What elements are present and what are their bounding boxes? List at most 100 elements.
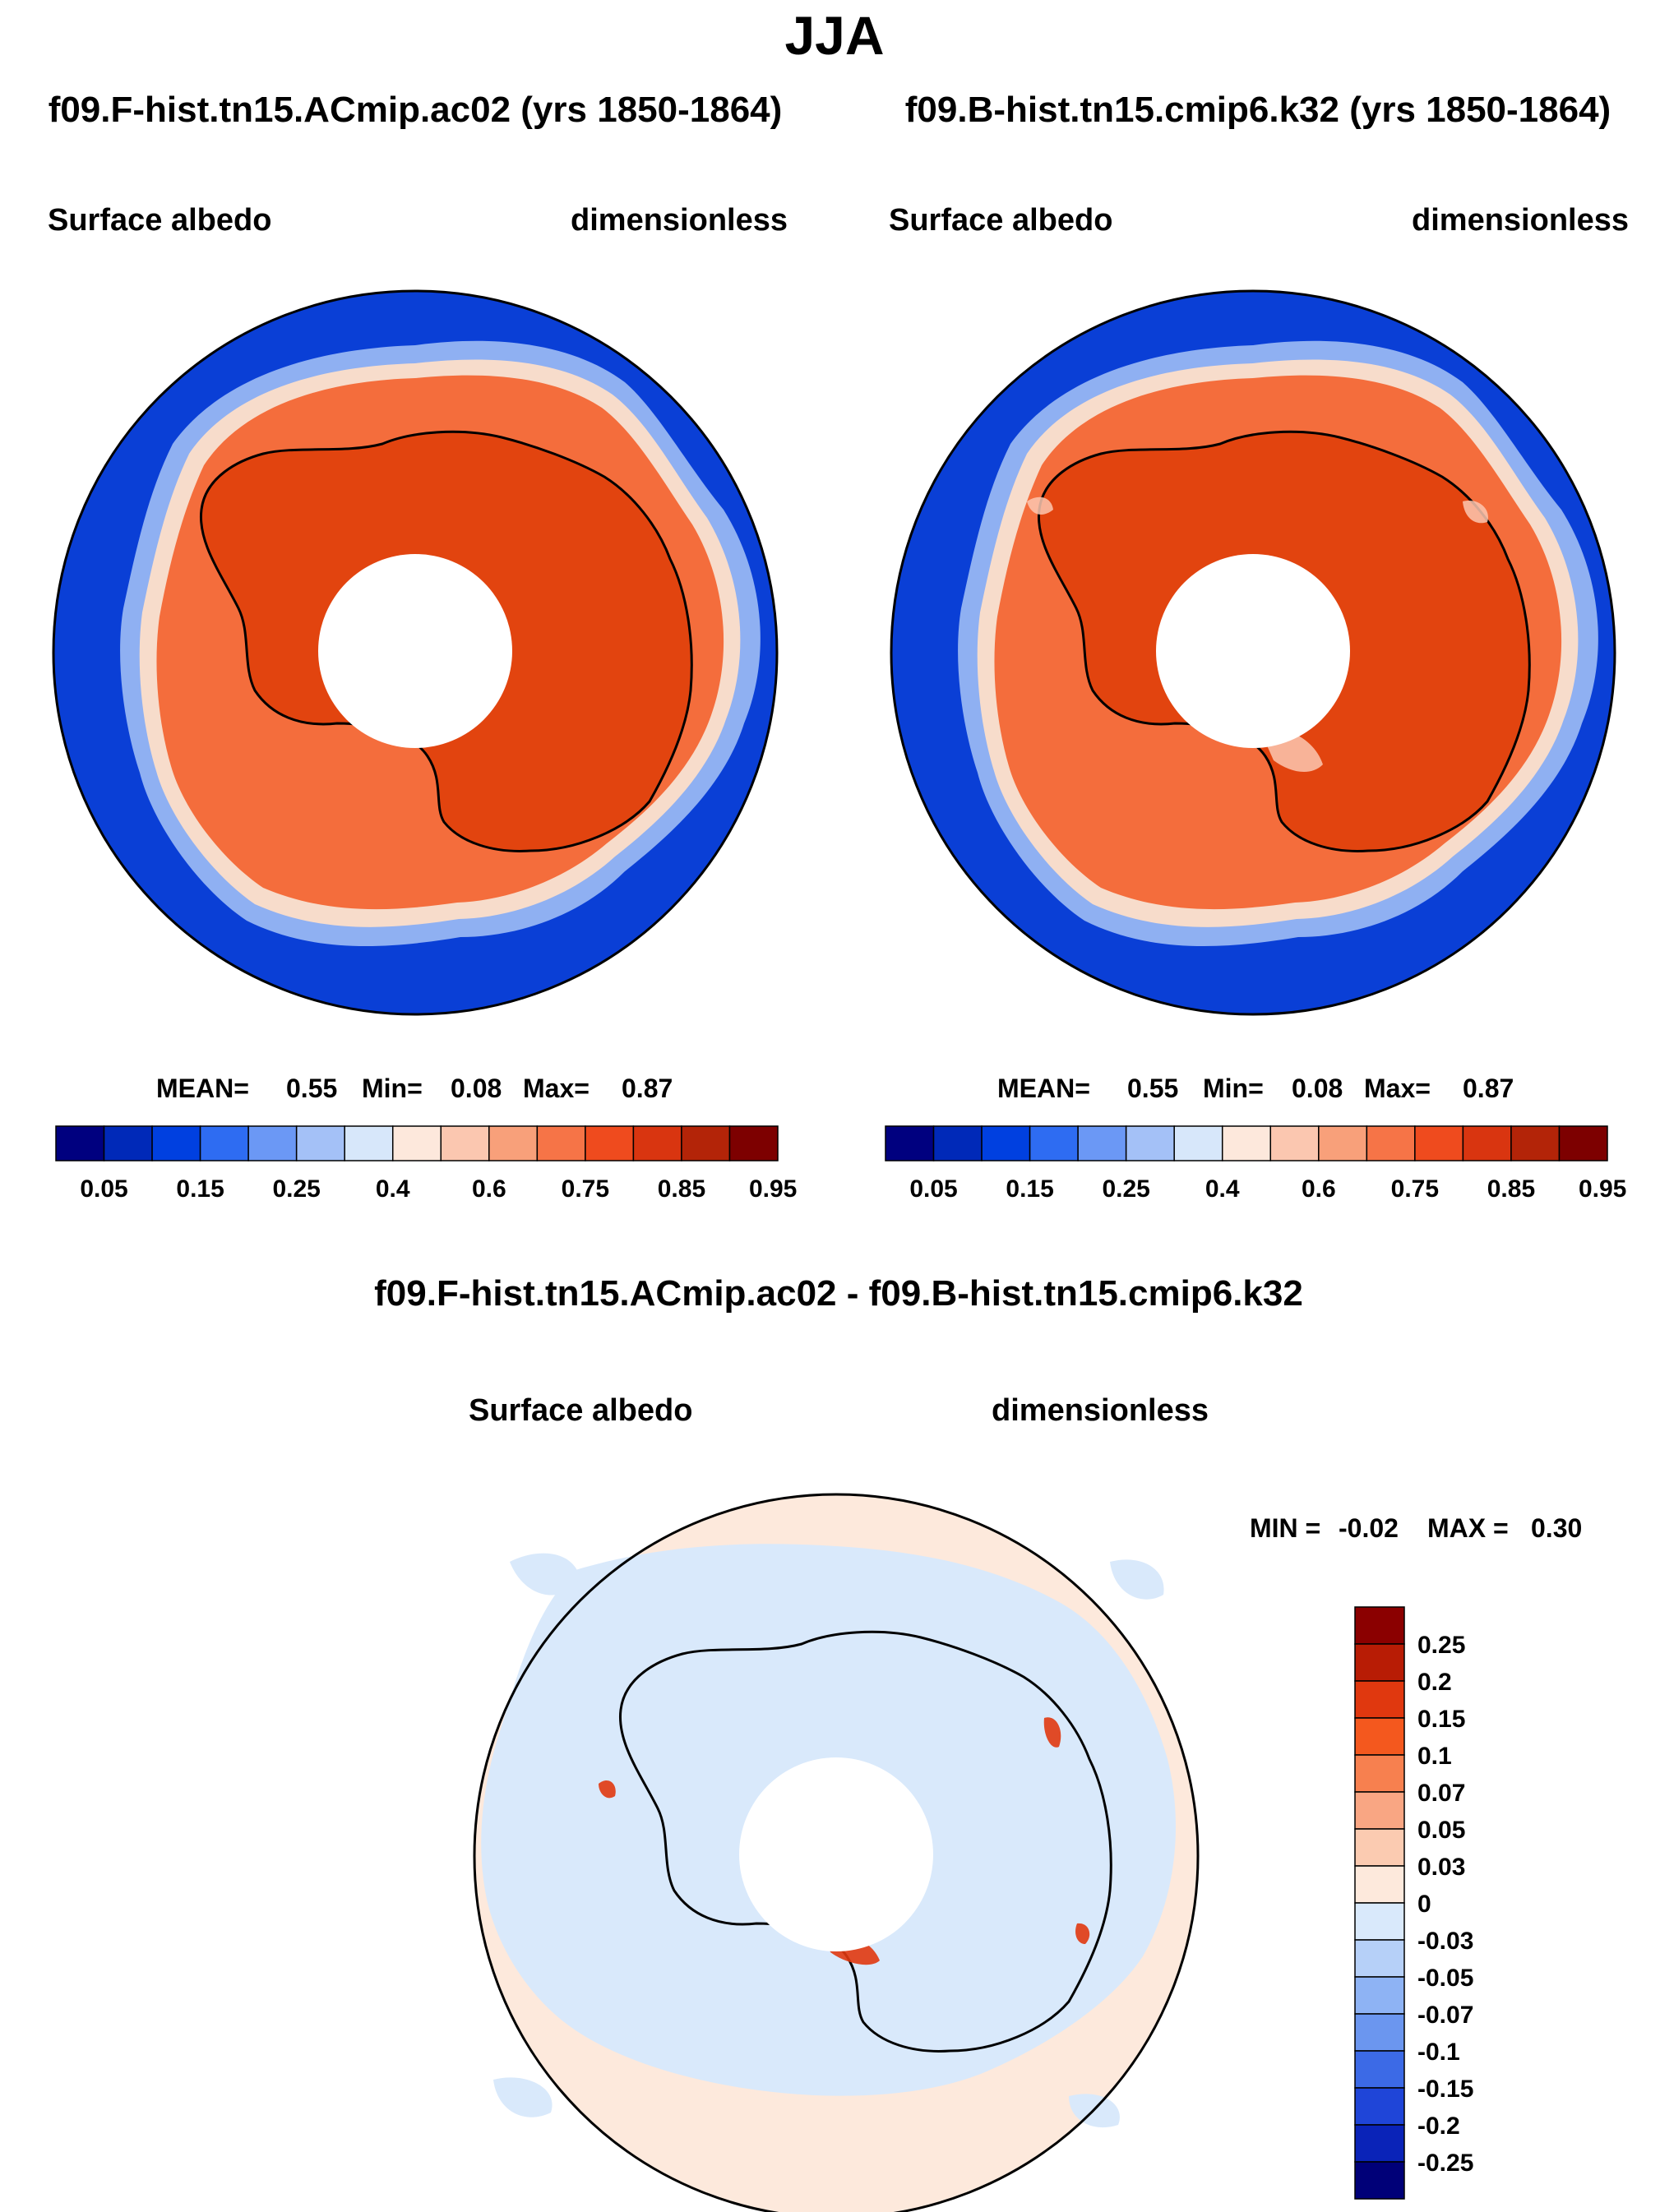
header-titles: JJA f09.F-hist.tn15.ACmip.ac02 (yrs 1850… [49,5,1611,130]
diff-colorbar-tick-label-5: 0.05 [1417,1817,1465,1844]
left-map [52,289,779,1016]
right-colorbar-tick-label-3: 0.4 [1205,1175,1240,1203]
left-colorbar-tick-label-4: 0.6 [472,1175,506,1203]
right-min-label: Min= [1203,1074,1264,1103]
diff-colorbar-box-15 [1354,2161,1405,2200]
right-colorbar-tick-label-1: 0.15 [1006,1175,1053,1203]
right-colorbar-box-2 [981,1125,1031,1161]
left-panel: Surface albedo dimensionless MEAN= 0.55 … [48,203,797,1203]
left-variable-label: Surface albedo [48,203,271,238]
left-max-value: 0.87 [622,1074,673,1103]
right-colorbar-tick-label-4: 0.6 [1302,1175,1336,1203]
right-colorbar-tick-label-6: 0.85 [1487,1175,1535,1203]
diff-colorbar-tick-label-11: -0.1 [1417,2039,1460,2066]
diff-colorbar-box-9 [1354,1939,1405,1978]
left-colorbar-tick-label-1: 0.15 [176,1175,224,1203]
left-colorbar-box-3 [199,1125,249,1161]
left-colorbar-tick-label-3: 0.4 [376,1175,410,1203]
right-colorbar-box-5 [1125,1125,1175,1161]
diff-variable-label: Surface albedo [469,1393,692,1428]
right-min-value: 0.08 [1292,1074,1343,1103]
diff-colorbar-tick-label-3: 0.1 [1417,1743,1452,1770]
right-colorbar-tick-label-2: 0.25 [1102,1175,1149,1203]
left-max-label: Max= [523,1074,590,1103]
diff-colorbar-tick-label-10: -0.07 [1417,2002,1473,2029]
diff-map-border [473,1493,1200,2212]
diff-colorbar-box-0 [1354,1606,1405,1645]
left-colorbar-box-6 [344,1125,394,1161]
diff-colorbar-tick-label-7: 0 [1417,1891,1431,1918]
left-colorbar-tick-label-7: 0.95 [749,1175,797,1203]
diff-panel: f09.F-hist.tn15.ACmip.ac02 - f09.B-hist.… [374,1273,1582,2212]
right-case-title: f09.B-hist.tn15.cmip6.k32 (yrs 1850-1864… [905,90,1611,130]
left-colorbar-box-1 [103,1125,153,1161]
diff-colorbar-tick-label-14: -0.25 [1417,2150,1473,2177]
diff-colorbar-tick-label-2: 0.15 [1417,1706,1465,1733]
diff-max-value: 0.30 [1531,1513,1582,1543]
right-colorbar-tick-label-7: 0.95 [1579,1175,1626,1203]
diff-colorbar: 0.25 0.2 0.15 0.1 0.07 0.05 0.03 0 -0.03 -0.05 -0.… [1354,1606,1473,2200]
diff-map [473,1493,1200,2212]
diff-max-label: MAX = [1427,1513,1509,1543]
left-colorbar-box-9 [488,1125,539,1161]
diff-colorbar-box-6 [1354,1828,1405,1867]
right-map-border [890,289,1616,1016]
right-colorbar-box-3 [1029,1125,1079,1161]
left-colorbar-box-12 [632,1125,682,1161]
diff-units-label: dimensionless [992,1393,1209,1428]
diff-colorbar-box-8 [1354,1902,1405,1941]
right-max-value: 0.87 [1463,1074,1514,1103]
right-colorbar-box-14 [1558,1125,1608,1161]
diff-min-label: MIN = [1250,1513,1320,1543]
diff-colorbar-box-12 [1354,2050,1405,2089]
left-colorbar-box-14 [728,1125,779,1161]
season-title: JJA [784,5,884,66]
right-colorbar-tick-label-5: 0.75 [1391,1175,1439,1203]
right-colorbar-box-6 [1173,1125,1223,1161]
right-colorbar-box-9 [1318,1125,1368,1161]
right-colorbar-box-11 [1414,1125,1464,1161]
left-mean-value: 0.55 [286,1074,337,1103]
right-colorbar-box-0 [885,1125,935,1161]
right-map-polar-hole [1156,554,1350,748]
right-units-label: dimensionless [1412,203,1629,238]
diff-colorbar-tick-label-6: 0.03 [1417,1854,1465,1881]
diff-colorbar-box-5 [1354,1791,1405,1830]
right-panel: Surface albedo dimensionless MEAN= 0.55 … [885,203,1629,1203]
left-colorbar-tick-label-2: 0.25 [272,1175,320,1203]
left-colorbar-box-8 [440,1125,490,1161]
right-colorbar-box-1 [932,1125,983,1161]
right-colorbar: 0.05 0.15 0.25 0.4 0.6 0.75 0.85 0.95 [885,1125,1626,1203]
left-colorbar-box-0 [55,1125,105,1161]
left-colorbar-tick-label-0: 0.05 [80,1175,127,1203]
diff-colorbar-box-2 [1354,1680,1405,1719]
diff-colorbar-tick-label-8: -0.03 [1417,1928,1473,1955]
left-min-label: Min= [362,1074,423,1103]
right-colorbar-box-8 [1269,1125,1320,1161]
right-mean-value: 0.55 [1127,1074,1178,1103]
diff-title: f09.F-hist.tn15.ACmip.ac02 - f09.B-hist.… [374,1273,1303,1314]
right-colorbar-box-13 [1510,1125,1561,1161]
left-colorbar-box-4 [247,1125,298,1161]
left-map-border [52,289,779,1016]
diff-colorbar-box-4 [1354,1754,1405,1793]
diff-colorbar-box-7 [1354,1865,1405,1904]
left-colorbar-box-13 [681,1125,731,1161]
right-colorbar-box-7 [1221,1125,1272,1161]
diff-colorbar-tick-label-13: -0.2 [1417,2113,1460,2140]
left-map-polar-hole [318,554,512,748]
diff-colorbar-box-14 [1354,2124,1405,2163]
right-map [890,289,1616,1016]
right-colorbar-box-10 [1366,1125,1416,1161]
left-mean-label: MEAN= [156,1074,249,1103]
left-colorbar-box-10 [536,1125,586,1161]
diff-map-polar-hole [739,1757,933,1951]
left-min-value: 0.08 [451,1074,502,1103]
right-max-label: Max= [1364,1074,1431,1103]
left-colorbar: 0.05 0.15 0.25 0.4 0.6 0.75 0.85 0.95 [55,1125,797,1203]
diff-colorbar-tick-label-1: 0.2 [1417,1669,1452,1696]
diff-colorbar-tick-label-0: 0.25 [1417,1632,1465,1659]
diff-colorbar-box-1 [1354,1643,1405,1682]
right-variable-label: Surface albedo [889,203,1112,238]
left-colorbar-box-11 [585,1125,635,1161]
